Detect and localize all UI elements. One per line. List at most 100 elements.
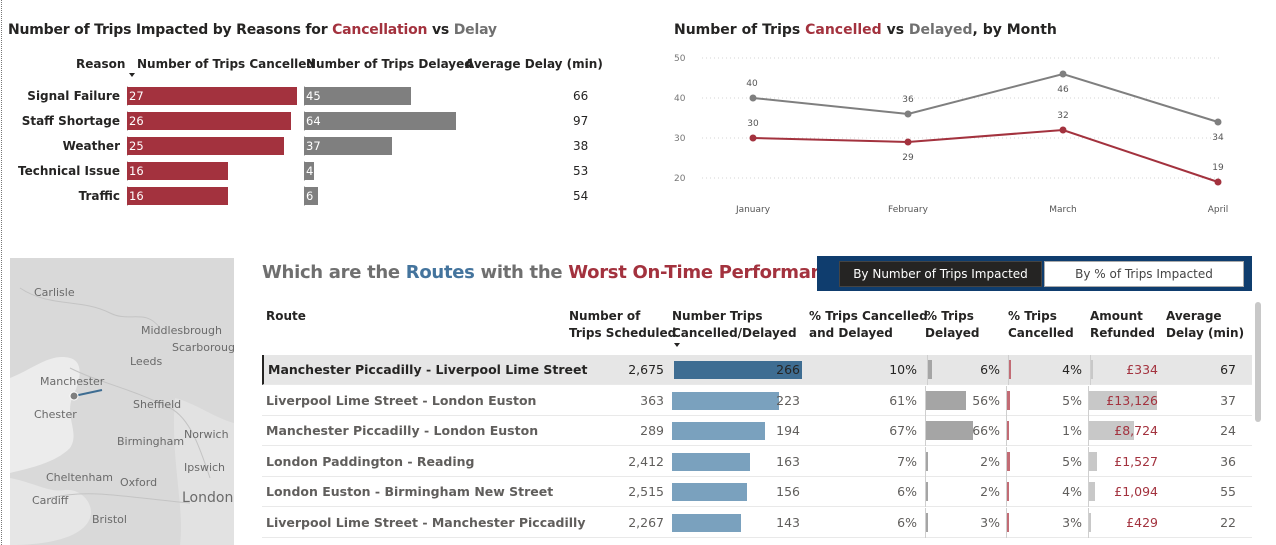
reason-row[interactable]: Signal Failure 27 45 66: [8, 86, 608, 106]
data-point[interactable]: [904, 110, 912, 118]
delayed-value: 64: [306, 114, 321, 128]
table-scrollbar[interactable]: [1255, 302, 1261, 422]
axis-line: [925, 446, 926, 477]
data-point[interactable]: [1059, 70, 1067, 78]
cancelled-bar[interactable]: [127, 87, 297, 105]
y-tick-label: 40: [674, 94, 686, 104]
data-label: 46: [1057, 85, 1069, 95]
by-percent-button[interactable]: By % of Trips Impacted: [1044, 261, 1244, 287]
reason-label: Signal Failure: [27, 89, 120, 103]
sort-desc-icon[interactable]: [674, 343, 680, 347]
route-line: [73, 389, 103, 397]
header-pct-cancelled[interactable]: % Trips Cancelled: [1008, 309, 1074, 340]
data-point[interactable]: [749, 134, 757, 142]
reason-label: Technical Issue: [18, 164, 120, 178]
header-route[interactable]: Route: [266, 309, 306, 323]
cancelled-value: 26: [129, 114, 144, 128]
table-row[interactable]: Manchester Piccadilly - Liverpool Lime S…: [262, 355, 1252, 385]
sort-desc-icon[interactable]: [129, 73, 135, 77]
table-row[interactable]: Manchester Piccadilly - London Euston 289…: [262, 416, 1252, 446]
average-delay-value: 97: [573, 114, 589, 128]
trips-impacted-value: 163: [776, 453, 800, 469]
delayed-value: 45: [306, 89, 321, 103]
data-point[interactable]: [749, 94, 757, 102]
data-point[interactable]: [904, 138, 912, 146]
table-row[interactable]: Liverpool Lime Street - London Euston 363…: [262, 385, 1252, 416]
monthly-chart-title: Number of Trips Cancelled vs Delayed, by…: [674, 22, 1057, 38]
header-trips-scheduled[interactable]: Number of Trips Scheduled: [569, 309, 677, 340]
pct-cancelled-value: 4%: [1062, 362, 1082, 377]
route-map[interactable]: Carlisle Middlesbrough Scarborough Leeds…: [10, 258, 234, 545]
delayed-bar[interactable]: [304, 187, 319, 205]
average-delay-value: 67: [1220, 362, 1236, 377]
header-pct-cancelled-delayed[interactable]: % Trips Cancelled and Delayed: [809, 309, 928, 340]
series-line-delayed[interactable]: [752, 72, 1219, 123]
cancelled-bar[interactable]: [127, 112, 291, 130]
header-average-delay[interactable]: Average Delay (min): [465, 57, 603, 71]
header-amount-refunded[interactable]: Amount Refunded: [1090, 309, 1156, 340]
average-delay-value: 22: [1220, 514, 1236, 530]
table-row[interactable]: London Paddington - Reading 2,412 163 7% 2% 5…: [262, 446, 1252, 477]
by-number-button[interactable]: By Number of Trips Impacted: [839, 261, 1042, 287]
axis-line: [1090, 355, 1091, 385]
data-point[interactable]: [1059, 126, 1067, 134]
trips-scheduled-value: 2,515: [628, 484, 664, 499]
route-name: Liverpool Lime Street - London Euston: [266, 392, 537, 408]
reason-row[interactable]: Traffic 16 6 54: [8, 186, 608, 206]
cancelled-bar[interactable]: [127, 162, 228, 180]
delayed-bar[interactable]: [304, 87, 411, 105]
map-label-oxford: Oxford: [120, 476, 158, 489]
monthly-line-chart[interactable]: 20 30 40 50 January February March April 40 36 46 3…: [672, 48, 1232, 218]
delayed-bar[interactable]: [304, 112, 456, 130]
pct-delayed-value: 6%: [980, 362, 1000, 377]
pct-cancelled-value: 1%: [1062, 423, 1082, 438]
pct-delayed-value: 2%: [980, 484, 1000, 499]
cancelled-bar[interactable]: [127, 187, 228, 205]
header-average-delay[interactable]: Average Delay (min): [1166, 309, 1245, 340]
reason-row[interactable]: Weather 25 37 38: [8, 136, 608, 156]
table-row[interactable]: London Euston - Birmingham New Street 2,5…: [262, 477, 1252, 507]
pct-cancelled-value: 5%: [1062, 453, 1082, 469]
header-trips-delayed[interactable]: Number of Trips Delayed: [306, 57, 473, 71]
cancelled-bar[interactable]: [127, 137, 285, 155]
axis-line: [1088, 446, 1089, 477]
trips-impacted-value: 156: [776, 484, 800, 499]
amount-refunded-bar: [1089, 482, 1095, 501]
reason-row[interactable]: Technical Issue 16 4 53: [8, 161, 608, 181]
reason-row[interactable]: Staff Shortage 26 64 97: [8, 111, 608, 131]
axis-line: [1006, 416, 1007, 446]
trips-impacted-value: 223: [776, 392, 800, 408]
y-tick-label: 30: [674, 134, 686, 144]
pct-delayed-value: 56%: [972, 392, 1000, 408]
reason-label: Traffic: [78, 189, 120, 203]
map-label-carlisle: Carlisle: [34, 286, 75, 299]
data-point[interactable]: [1214, 118, 1222, 126]
station-marker[interactable]: [69, 391, 79, 401]
monthly-chart-panel: Number of Trips Cancelled vs Delayed, by…: [672, 22, 1232, 222]
trips-impacted-bar: [672, 391, 780, 410]
delayed-bar[interactable]: [304, 137, 392, 155]
map-label-scarborough: Scarborough: [172, 341, 234, 354]
route-name: Manchester Piccadilly - London Euston: [266, 423, 539, 438]
amount-refunded-value: £1,094: [1114, 484, 1158, 499]
header-reason[interactable]: Reason: [76, 57, 126, 71]
pct-delayed-value: 66%: [972, 423, 1000, 438]
header-pct-delayed[interactable]: % Trips Delayed: [925, 309, 980, 340]
axis-line: [1006, 385, 1007, 416]
axis-line: [1006, 446, 1007, 477]
axis-line: [925, 507, 926, 538]
map-label-ipswich: Ipswich: [184, 461, 226, 474]
series-line-cancelled[interactable]: [752, 128, 1219, 183]
data-label: 34: [1212, 133, 1224, 143]
header-trips-impacted[interactable]: Number Trips Cancelled/Delayed: [672, 309, 797, 340]
delayed-bar[interactable]: [304, 162, 314, 180]
pct-cancelled-delayed-value: 10%: [889, 362, 917, 377]
pct-cancelled-bar: [1009, 360, 1012, 379]
average-delay-value: 24: [1220, 423, 1236, 438]
pct-cancelled-bar: [1007, 421, 1009, 440]
axis-line: [925, 385, 926, 416]
table-row[interactable]: Liverpool Lime Street - Manchester Picca…: [262, 507, 1252, 538]
amount-refunded-bar: [1089, 390, 1157, 410]
header-trips-cancelled[interactable]: Number of Trips Cancelled: [137, 57, 316, 71]
data-point[interactable]: [1214, 178, 1222, 186]
